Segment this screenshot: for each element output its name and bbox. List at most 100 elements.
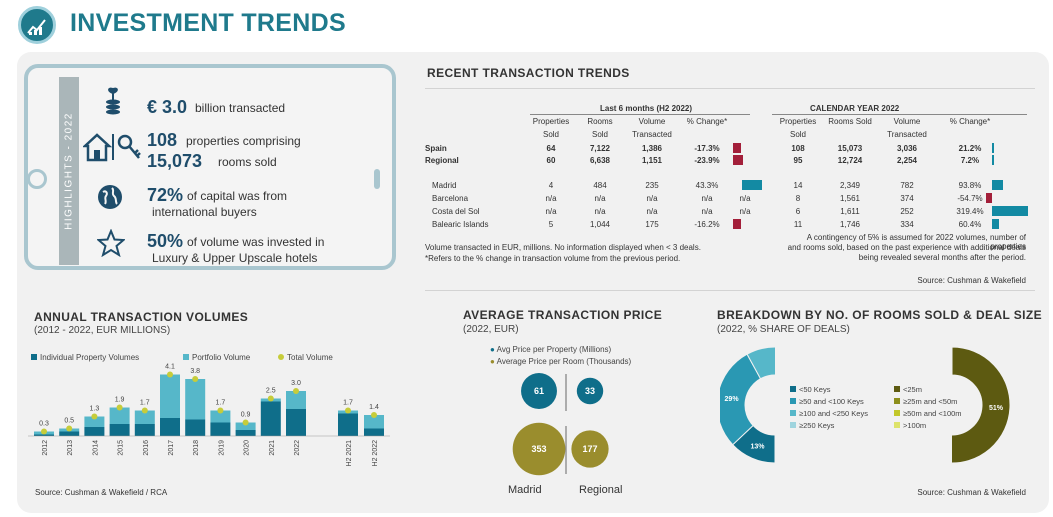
row-0-y-0: 108 bbox=[791, 144, 805, 153]
total-point-7 bbox=[217, 407, 224, 414]
row-3-h2-1: n/a bbox=[594, 194, 606, 203]
row-1-h2-1: 6,638 bbox=[589, 156, 611, 165]
hl-value-properties: 108 bbox=[147, 130, 178, 150]
bar-individual-12 bbox=[364, 428, 384, 436]
row-1-y-3: 7.2% bbox=[960, 156, 980, 165]
bar-individual-9 bbox=[260, 401, 281, 436]
bubble-room-label-0: 353 bbox=[531, 444, 546, 454]
highlights-strip: HIGHLIGHTS - 2022 bbox=[59, 77, 79, 265]
bar-individual-5 bbox=[160, 418, 180, 436]
total-point-10 bbox=[293, 388, 299, 394]
x-tick-10: 2022 bbox=[294, 440, 301, 456]
row-2-h2-bar bbox=[742, 180, 763, 190]
col-header-2-1-l1: Rooms Sold bbox=[828, 117, 872, 126]
row-4-h2-1: n/a bbox=[594, 207, 606, 216]
row-5-h2-bar bbox=[733, 219, 741, 229]
donut2-legend-swatch-1 bbox=[894, 398, 900, 404]
col-header-2-3-l1: % Change* bbox=[949, 117, 991, 126]
avgprice-subtitle: (2022, EUR) bbox=[463, 324, 519, 335]
recent-bottom-divider bbox=[425, 290, 1035, 291]
total-label-8: 0.9 bbox=[241, 412, 251, 419]
legend-swatch-2 bbox=[278, 354, 284, 360]
row-1-y-2: 2,254 bbox=[896, 156, 918, 165]
total-label-11: 1.7 bbox=[343, 400, 353, 407]
donut1-legend-swatch-0 bbox=[790, 386, 796, 392]
row-5-h2-0: 5 bbox=[548, 220, 554, 229]
recent-note-2: *Refers to the % change in transaction v… bbox=[425, 254, 681, 263]
donut2-legend-swatch-3 bbox=[894, 422, 900, 428]
recent-note-1: Volume transacted in EUR, millions. No i… bbox=[425, 243, 701, 252]
recent-source: Source: Cushman & Wakefield bbox=[917, 276, 1026, 285]
row-2-y-bar bbox=[992, 180, 1003, 190]
row-4-y-0: 6 bbox=[795, 207, 801, 216]
annual-title: ANNUAL TRANSACTION VOLUMES bbox=[34, 310, 249, 324]
row-3-h2-0: n/a bbox=[545, 194, 557, 203]
hl-value-rooms: 15,073 bbox=[147, 151, 203, 171]
total-label-1: 0.5 bbox=[64, 418, 74, 425]
bar-individual-8 bbox=[235, 430, 256, 436]
row-3-y-1: 1,561 bbox=[839, 194, 861, 203]
avgprice-legend-2-label: Average Price per Room (Thousands) bbox=[496, 357, 632, 366]
donut1-label-0: 13% bbox=[751, 443, 766, 450]
hl-text-rooms: rooms sold bbox=[218, 155, 277, 169]
house-key-icon bbox=[81, 132, 143, 167]
total-point-12 bbox=[371, 412, 377, 418]
col-header-1-2-l1: Volume bbox=[638, 117, 666, 126]
row-4-h2-0: n/a bbox=[545, 207, 557, 216]
row-2-y-2: 782 bbox=[900, 181, 914, 190]
col-header-1-0-l1: Properties bbox=[532, 117, 570, 126]
x-tick-9: 2021 bbox=[269, 440, 276, 456]
star-icon bbox=[95, 228, 127, 262]
total-label-9: 2.5 bbox=[266, 388, 276, 395]
recent-note-3: A contingency of 5% is assumed for 2022 … bbox=[806, 233, 1026, 251]
row-1-h2-3: -23.9% bbox=[694, 156, 720, 165]
row-0-y-3: 21.2% bbox=[958, 144, 982, 153]
row-2-h2-0: 4 bbox=[548, 181, 554, 190]
bar-portfolio-12 bbox=[364, 415, 384, 429]
donut1-legend-label-2: ≥100 and <250 Keys bbox=[799, 409, 868, 418]
row-4-h2-2: n/a bbox=[646, 207, 658, 216]
total-label-6: 3.8 bbox=[190, 368, 200, 375]
donut2-legend-label-0: <25m bbox=[903, 385, 922, 394]
row-4-h2-3: n/a bbox=[701, 207, 713, 216]
row-0-h2-1: 7,122 bbox=[589, 144, 611, 153]
x-tick-6: 2018 bbox=[193, 440, 200, 456]
row-name-1: Regional bbox=[425, 156, 459, 165]
col-header-1-1-l2: Sold bbox=[591, 130, 608, 139]
row-4-y-3: 319.4% bbox=[956, 207, 984, 216]
bar-individual-11 bbox=[338, 413, 358, 436]
annual-volumes-chart: Individual Property Volumes Portfolio Vol… bbox=[28, 353, 390, 466]
row-1-y-1: 12,724 bbox=[837, 156, 863, 165]
bubble-property-label-0: 61 bbox=[534, 386, 544, 396]
legend-swatch-0 bbox=[31, 354, 37, 360]
col-header-2-2-l1: Volume bbox=[893, 117, 921, 126]
hl-text-international-2: international buyers bbox=[152, 205, 257, 219]
avgprice-legend-1: ● Avg Price per Property (Millions) bbox=[490, 345, 612, 354]
bar-individual-6 bbox=[185, 419, 206, 436]
row-0-h2-bar bbox=[733, 143, 741, 153]
breakdown-title: BREAKDOWN BY NO. OF ROOMS SOLD & DEAL SI… bbox=[717, 308, 1043, 322]
row-name-5: Balearic Islands bbox=[432, 220, 489, 229]
label-madrid: Madrid bbox=[508, 484, 542, 496]
bar-individual-4 bbox=[134, 424, 155, 436]
recent-divider bbox=[425, 88, 1035, 89]
legend-label-1: Portfolio Volume bbox=[192, 353, 251, 362]
bar-portfolio-2 bbox=[84, 416, 105, 427]
donut2-mask bbox=[870, 335, 952, 480]
page-title: INVESTMENT TRENDS bbox=[70, 9, 346, 37]
row-5-y-0: 11 bbox=[793, 220, 803, 229]
row-3-h2-3: n/a bbox=[701, 194, 713, 203]
total-label-2: 1.3 bbox=[90, 406, 100, 413]
row-0-h2-3: -17.3% bbox=[694, 144, 720, 153]
hl-text-luxury-1: of volume was invested in bbox=[187, 235, 325, 249]
total-point-6 bbox=[192, 376, 199, 382]
row-3-y-0: 8 bbox=[795, 194, 801, 203]
bubble-room-label-1: 177 bbox=[582, 444, 597, 454]
avgprice-bubble-chart: 61 33 353 177 bbox=[512, 373, 609, 476]
donut1-mask bbox=[775, 335, 855, 480]
col-header-1-2-l2: Transacted bbox=[632, 130, 672, 139]
total-label-3: 1.9 bbox=[115, 397, 125, 404]
col-header-2-0-l1: Properties bbox=[779, 117, 817, 126]
row-4-y-1: 1,611 bbox=[840, 207, 860, 216]
bar-individual-7 bbox=[210, 422, 231, 436]
